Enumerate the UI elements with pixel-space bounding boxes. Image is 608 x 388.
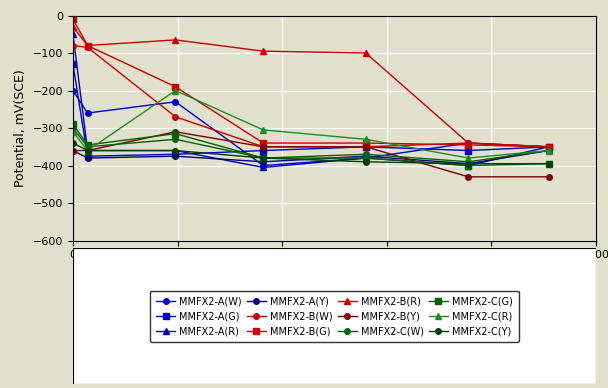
FancyBboxPatch shape [73,248,596,384]
Legend: MMFX2-A(W), MMFX2-A(G), MMFX2-A(R), MMFX2-A(Y), MMFX2-B(W), MMFX2-B(G), MMFX2-B(: MMFX2-A(W), MMFX2-A(G), MMFX2-A(R), MMFX… [150,291,519,342]
X-axis label: Exposure Time, days: Exposure Time, days [269,266,399,279]
Y-axis label: Potential, mV(SCE): Potential, mV(SCE) [14,69,27,187]
